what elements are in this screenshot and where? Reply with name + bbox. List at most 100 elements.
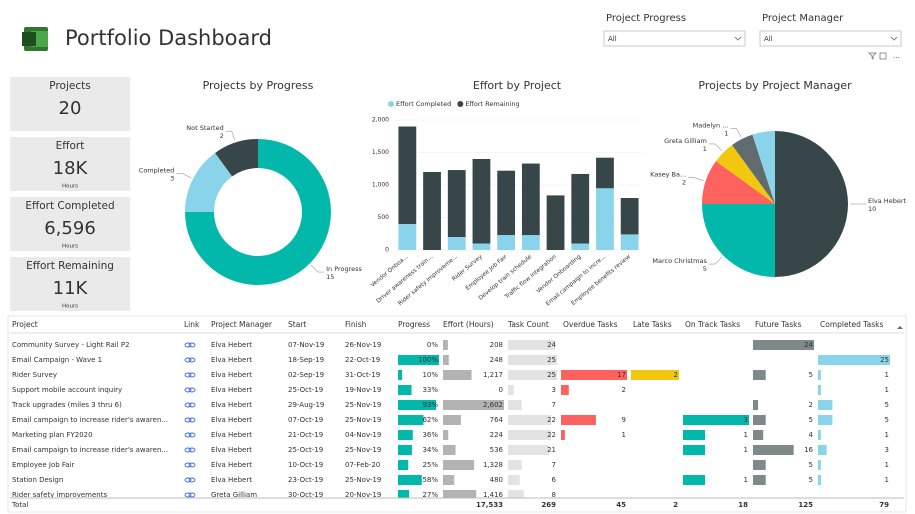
table-cell: Track upgrades (miles 3 thru 6) [11, 401, 122, 409]
link-ring [184, 387, 192, 393]
link-icon[interactable] [184, 387, 196, 393]
link-ring [184, 492, 192, 498]
data-bar [561, 430, 565, 440]
dropdown-chevron [734, 36, 742, 41]
link-ring [184, 462, 192, 468]
card-value: 18K [53, 158, 89, 179]
data-bar [753, 475, 766, 485]
y-tick-label: 1,500 [372, 149, 389, 156]
slice-label: Greta Gilliam [664, 137, 707, 145]
column-header: On Track Tasks [685, 320, 740, 329]
table-cell: Elva Hebert [211, 476, 252, 484]
card-unit: Hours [62, 244, 78, 250]
link-ring [184, 417, 192, 423]
slice-value: 2 [220, 132, 224, 140]
link-ring [184, 477, 192, 483]
slice-label: Marco Christmas [652, 257, 707, 265]
leader-line [310, 264, 325, 273]
donut-slice [185, 139, 331, 285]
y-tick-label: 500 [378, 214, 390, 221]
link-icon[interactable] [184, 492, 196, 498]
table-cell: 18 [738, 501, 748, 509]
link-ring [188, 477, 196, 483]
table-cell: 2 [622, 386, 626, 394]
link-icon[interactable] [184, 342, 196, 348]
more-icon[interactable]: … [893, 52, 900, 60]
table-cell: 1,217 [483, 371, 503, 379]
pie-slice [702, 204, 775, 277]
filter-dropdown[interactable] [603, 30, 746, 47]
column-header: Overdue Tasks [563, 320, 618, 329]
table-cell: 17 [617, 371, 626, 379]
data-bar [561, 385, 569, 395]
link-icon[interactable] [184, 402, 196, 408]
data-bar [818, 415, 833, 425]
table-cell: 0% [427, 341, 438, 349]
filter-dropdown[interactable] [759, 30, 902, 47]
table-cell: Elva Hebert [211, 401, 252, 409]
table-cell: Email Campaign - Wave 1 [12, 356, 102, 364]
column-header: Link [184, 320, 200, 329]
link-icon[interactable] [184, 372, 196, 378]
link-ring [188, 417, 196, 423]
y-tick-label: 1,000 [372, 182, 389, 189]
filter-icon[interactable] [868, 52, 877, 60]
table-cell: 16 [804, 446, 813, 454]
card-value: 11K [53, 278, 89, 299]
pie-slice [775, 131, 848, 277]
data-bar [753, 415, 766, 425]
link-icon[interactable] [184, 417, 196, 423]
table-cell: 21-Oct-19 [288, 431, 323, 439]
focus-icon[interactable] [879, 52, 887, 60]
link-icon[interactable] [184, 432, 196, 438]
total-row [9, 498, 905, 511]
table-cell: 100% [418, 356, 438, 364]
legend-label: Effort Remaining [465, 100, 519, 108]
data-bar [753, 430, 764, 440]
table-cell: Rider safety improvements [12, 491, 107, 499]
kpi-card [10, 137, 130, 191]
bar-segment [596, 157, 614, 189]
link-ring [188, 462, 196, 468]
leader-line [225, 130, 236, 141]
data-bar [683, 415, 749, 425]
data-bar [683, 430, 705, 440]
column-header: Finish [345, 320, 367, 329]
table-cell: 27% [422, 491, 438, 499]
table-cell: 07-Nov-19 [288, 341, 324, 349]
table-cell: 25% [422, 461, 438, 469]
table-cell: Email campaign to increase rider's aware… [12, 416, 168, 424]
bar-segment [620, 198, 639, 235]
column-header: Future Tasks [755, 320, 801, 329]
bar-segment [497, 170, 516, 236]
y-tick-label: 2,000 [372, 117, 389, 124]
link-icon[interactable] [184, 462, 196, 468]
table-cell: 3 [744, 416, 748, 424]
data-bar [818, 460, 821, 470]
table-cell: 25 [547, 371, 556, 379]
leader-line [730, 127, 742, 138]
leader-line [176, 173, 192, 179]
link-ring [188, 432, 196, 438]
table-cell: 536 [490, 446, 504, 454]
table-cell: 8 [552, 491, 556, 499]
table-cell: 1 [744, 476, 748, 484]
link-icon[interactable] [184, 447, 196, 453]
table-cell: 1,416 [483, 491, 504, 499]
table-cell: Community Survey - Light Rail P2 [12, 341, 130, 349]
pie-slice [732, 134, 775, 204]
visual-toolbar: … [868, 52, 900, 60]
bar-segment [497, 235, 516, 250]
link-icon[interactable] [184, 477, 196, 483]
kpi-card [10, 197, 130, 251]
table-cell: 45 [616, 501, 626, 509]
table-cell: 29-Aug-19 [288, 401, 324, 409]
link-ring [188, 372, 196, 378]
link-icon[interactable] [184, 357, 196, 363]
table-cell: 25-Nov-19 [345, 401, 381, 409]
data-bar [508, 445, 550, 455]
table-cell: 58% [422, 476, 438, 484]
slice-value: 1 [724, 129, 728, 137]
table-cell: 25-Oct-19 [288, 386, 323, 394]
